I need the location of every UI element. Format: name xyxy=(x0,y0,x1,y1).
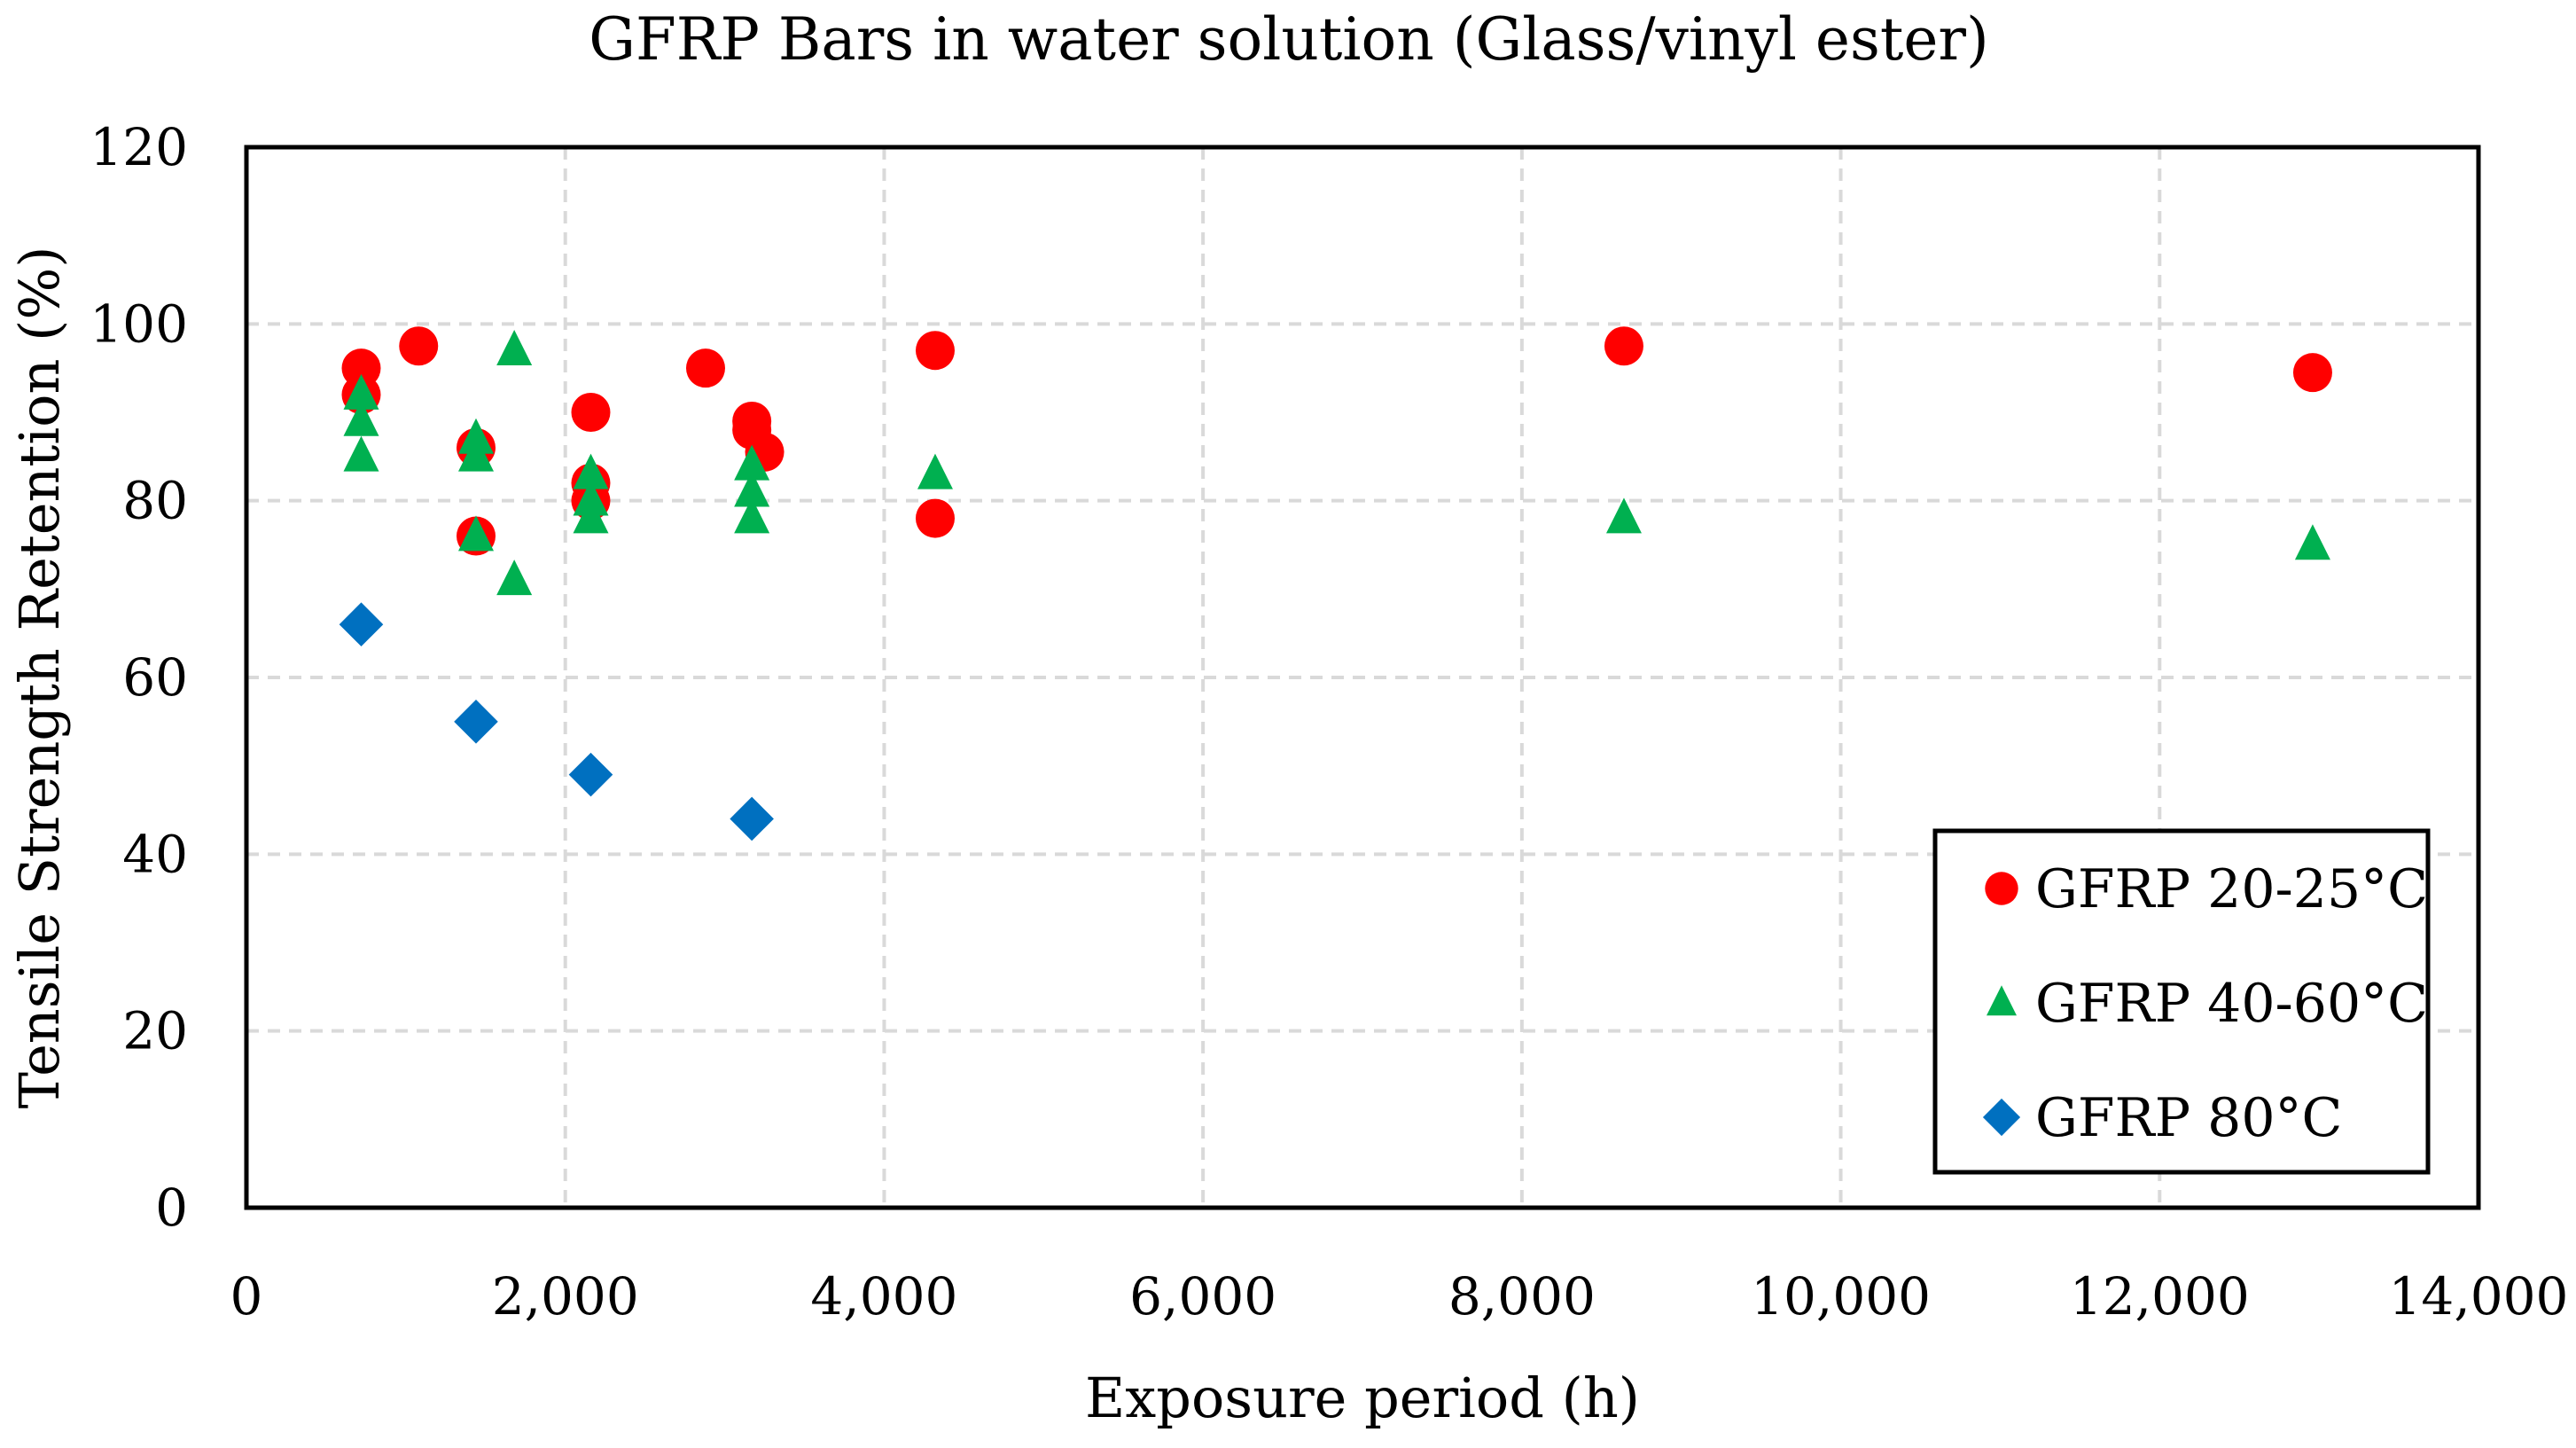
y-tick-labels: 0 20 40 60 80 100 120 xyxy=(90,117,188,1238)
x-tick-label: 2,000 xyxy=(492,1266,639,1327)
point-triangle xyxy=(343,373,379,410)
point-diamond xyxy=(568,752,613,797)
gridlines xyxy=(246,147,2478,1208)
point-triangle xyxy=(2294,524,2330,560)
series-1 xyxy=(341,326,2332,556)
series-2 xyxy=(343,330,2330,596)
y-tick-label: 0 xyxy=(155,1178,188,1238)
point-diamond xyxy=(730,796,774,841)
legend-label: GFRP 20-25°C xyxy=(2035,858,2428,920)
x-tick-label: 8,000 xyxy=(1448,1266,1596,1327)
legend-marker-circle xyxy=(1985,872,2018,905)
x-axis-label: Exposure period (h) xyxy=(1085,1366,1640,1430)
point-triangle xyxy=(573,453,609,489)
point-triangle xyxy=(343,435,379,472)
x-tick-label: 4,000 xyxy=(810,1266,957,1327)
y-axis-label: Tensile Strength Retention (%) xyxy=(7,247,72,1109)
point-triangle xyxy=(917,453,953,489)
point-circle xyxy=(2292,353,2332,393)
x-tick-labels: 0 2,000 4,000 6,000 8,000 10,000 12,000 14,000 xyxy=(230,1266,2569,1327)
data-points xyxy=(339,326,2332,841)
series-3 xyxy=(339,602,774,841)
point-triangle xyxy=(457,435,494,472)
x-tick-label: 12,000 xyxy=(2070,1266,2250,1327)
y-tick-label: 40 xyxy=(122,824,188,884)
x-tick-label: 14,000 xyxy=(2389,1266,2569,1327)
point-triangle xyxy=(343,400,379,436)
point-triangle xyxy=(734,444,770,481)
point-circle xyxy=(685,348,725,388)
point-triangle xyxy=(496,560,533,596)
y-tick-label: 120 xyxy=(90,117,188,177)
point-circle xyxy=(399,326,439,366)
point-diamond xyxy=(454,700,498,744)
point-triangle xyxy=(1605,497,1642,534)
x-tick-label: 6,000 xyxy=(1129,1266,1276,1327)
legend-marker-triangle xyxy=(1987,985,2017,1016)
plot-frame xyxy=(244,145,2481,1210)
point-triangle xyxy=(734,471,770,507)
point-circle xyxy=(571,393,611,432)
x-tick-label: 0 xyxy=(230,1266,263,1327)
y-tick-label: 60 xyxy=(122,647,188,708)
point-triangle xyxy=(496,330,533,366)
point-circle xyxy=(1604,326,1643,366)
legend-label: GFRP 40-60°C xyxy=(2035,973,2428,1035)
legend-label: GFRP 80°C xyxy=(2035,1087,2342,1149)
point-triangle xyxy=(734,497,770,534)
legend: GFRP 20-25°C GFRP 40-60°C GFRP 80°C xyxy=(1932,828,2431,1175)
chart-title: GFRP Bars in water solution (Glass/vinyl… xyxy=(589,5,1988,74)
point-diamond xyxy=(339,602,384,646)
point-triangle xyxy=(457,515,494,552)
x-tick-label: 10,000 xyxy=(1751,1266,1931,1327)
point-circle xyxy=(915,331,955,371)
legend-marker-diamond xyxy=(1982,1098,2021,1137)
point-triangle xyxy=(573,497,609,534)
y-tick-label: 20 xyxy=(122,1001,188,1061)
y-tick-label: 100 xyxy=(90,294,188,354)
y-tick-label: 80 xyxy=(122,471,188,531)
point-circle xyxy=(915,498,955,538)
